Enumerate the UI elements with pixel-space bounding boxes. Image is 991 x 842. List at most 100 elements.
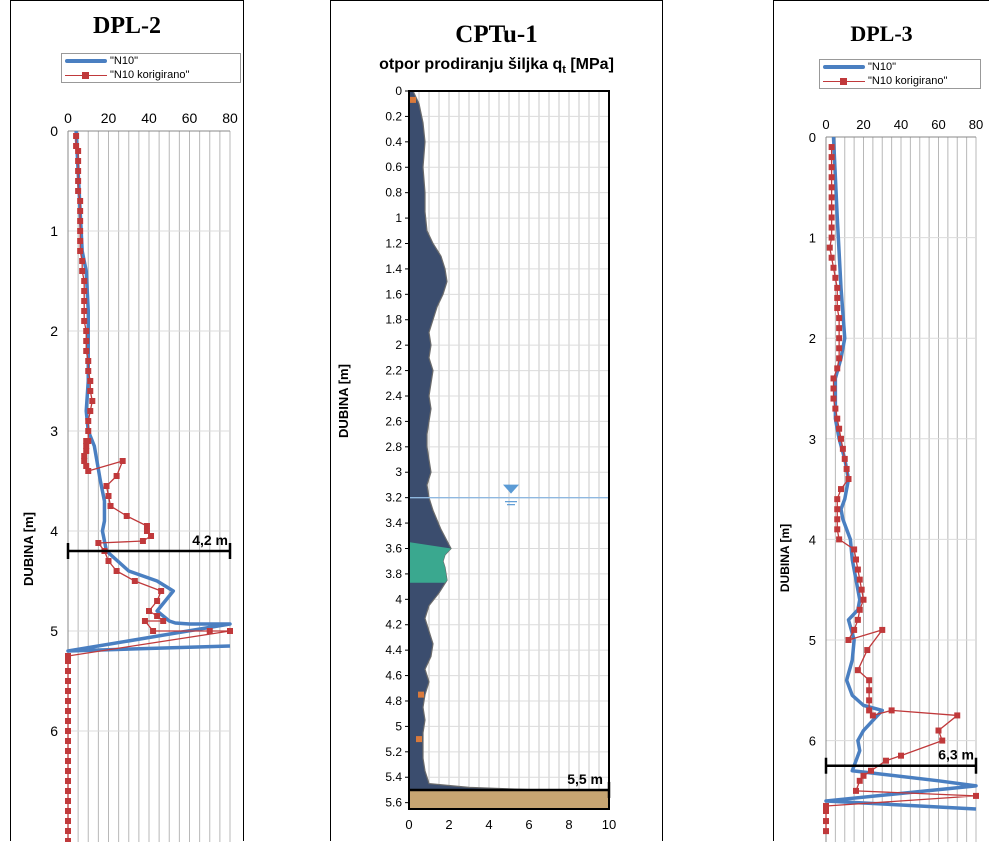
- n10-korigirano-point: [864, 647, 871, 654]
- n10-swatch: [65, 54, 107, 68]
- n10-korigirano-point: [65, 718, 71, 724]
- y-tick-label: 1.8: [385, 313, 402, 327]
- x-tick-label: 8: [565, 817, 572, 832]
- y-axis-label: DUBINA [m]: [778, 524, 792, 592]
- depth-marker-label: 5,5 m: [567, 771, 603, 787]
- y-tick-label: 2.4: [385, 389, 402, 403]
- n10-korigirano-point: [834, 415, 841, 422]
- n10-korigirano-point: [838, 486, 844, 493]
- n10-korigirano-point: [841, 455, 848, 462]
- n10-korigirano-point: [65, 788, 71, 794]
- n10-korigirano-point: [131, 578, 138, 584]
- n10-korigirano-point: [83, 328, 90, 334]
- n10-korigirano-point: [139, 538, 146, 544]
- depth-marker-label: 6,3 m: [938, 747, 974, 763]
- n10-korigirano-point: [150, 628, 157, 634]
- y-tick-label: 2.2: [385, 364, 402, 378]
- n10-korigirano-point: [65, 768, 71, 774]
- dpl2-chart: 0 20 40 60 80 0 1 2 3 4 5 6 DUBINA [m] 4,2 m: [21, 110, 238, 842]
- n10-korigirano-point: [65, 668, 71, 674]
- n10-korigirano-swatch: [823, 74, 865, 88]
- n10-korigirano-point: [834, 516, 841, 523]
- y-tick-label: 3: [809, 432, 816, 447]
- n10-korigirano-point: [828, 164, 835, 171]
- n10-korigirano-point: [154, 613, 161, 619]
- n10-korigirano-point: [79, 258, 86, 264]
- n10-korigirano-point: [81, 288, 88, 294]
- n10-korigirano-point: [85, 428, 92, 434]
- n10-korigirano-point: [85, 368, 92, 374]
- n10-korigirano-point: [143, 523, 150, 529]
- n10-korigirano-point: [89, 398, 96, 404]
- qt-marker: [418, 691, 424, 698]
- n10-korigirano-point: [834, 305, 841, 312]
- legend-item-n10-korigirano: "N10 korigirano": [62, 68, 240, 82]
- n10-korigirano-point: [828, 204, 835, 211]
- cptu1-subtitle-sub: t: [562, 64, 566, 77]
- n10-korigirano-point: [973, 792, 979, 799]
- n10-korigirano-point: [828, 174, 835, 181]
- cptu1-subtitle-unit: [MPa]: [565, 56, 614, 73]
- n10-korigirano-point: [879, 626, 886, 633]
- n10-korigirano-point: [65, 708, 71, 714]
- legend-label-n10: "N10": [110, 55, 138, 67]
- n10-korigirano-point: [83, 463, 90, 469]
- x-tick-label: 0: [822, 117, 829, 132]
- y-tick-label: 5: [395, 719, 402, 733]
- n10-korigirano-point: [65, 838, 71, 842]
- cptu1-title: CPTu-1: [455, 21, 538, 48]
- n10-korigirano-point: [81, 308, 88, 314]
- x-tick-label: 0: [405, 817, 412, 832]
- x-tick-label: 60: [931, 117, 945, 132]
- n10-korigirano-point: [823, 828, 829, 835]
- n10-korigirano-point: [830, 395, 837, 402]
- y-tick-label: 4: [50, 523, 58, 539]
- water-level-icon: [503, 484, 519, 494]
- y-tick-label: 1: [395, 211, 402, 225]
- dpl3-legend: "N10" "N10 korigirano": [819, 59, 981, 89]
- n10-korigirano-point: [828, 194, 835, 201]
- n10-korigirano-point: [75, 148, 82, 154]
- n10-korigirano-point: [119, 458, 126, 464]
- x-tick-label: 6: [525, 817, 532, 832]
- n10-korigirano-point: [939, 737, 946, 744]
- x-tick-label: 2: [445, 817, 452, 832]
- n10-korigirano-point: [838, 435, 844, 442]
- n10-korigirano-point: [65, 688, 71, 694]
- n10-line: [66, 131, 232, 653]
- legend-item-n10: "N10": [820, 60, 980, 74]
- n10-korigirano-point: [141, 618, 148, 624]
- y-tick-label: 0: [50, 123, 58, 139]
- n10-korigirano-point: [65, 698, 71, 704]
- qt-marker: [410, 96, 416, 103]
- n10-korigirano-point: [854, 566, 861, 573]
- n10-korigirano-point: [158, 588, 165, 594]
- n10-korigirano-point: [75, 158, 82, 164]
- y-tick-label: 1: [809, 231, 816, 246]
- n10-korigirano-point: [828, 144, 835, 151]
- n10-korigirano-point: [79, 268, 86, 274]
- dpl2-title: DPL-2: [93, 13, 161, 39]
- n10-korigirano-point: [65, 798, 71, 804]
- n10-korigirano-point: [87, 408, 94, 414]
- n10-korigirano-point: [828, 254, 835, 261]
- n10-korigirano-point: [77, 238, 84, 244]
- dpl3-chart: 0 20 40 60 80 0 1 2 3 4 5 6 DUBINA [m] 6,3 m: [778, 117, 983, 842]
- x-tick-label: 10: [602, 817, 616, 832]
- n10-korigirano-swatch: [65, 68, 107, 82]
- n10-korigirano-point: [828, 154, 835, 161]
- n10-korigirano-point: [845, 476, 852, 483]
- n10-korigirano-point: [81, 318, 88, 324]
- n10-korigirano-point: [853, 787, 859, 794]
- x-tick-label: 80: [969, 117, 983, 132]
- n10-korigirano-point: [81, 453, 88, 459]
- y-tick-label: 5.6: [385, 796, 402, 810]
- n10-korigirano-point: [113, 568, 120, 574]
- depth-marker-label: 4,2 m: [192, 532, 228, 548]
- y-tick-label: 0.6: [385, 160, 402, 174]
- n10-korigirano-point: [65, 728, 71, 734]
- cptu1-panel: CPTu-1 otpor prodiranju šiljka qt [MPa] …: [330, 0, 663, 841]
- n10-korigirano-point: [160, 618, 167, 624]
- n10-korigirano-point: [860, 596, 867, 603]
- n10-korigirano-point: [834, 294, 841, 301]
